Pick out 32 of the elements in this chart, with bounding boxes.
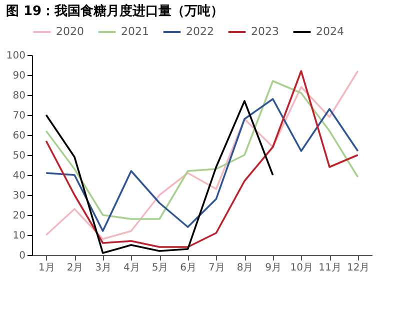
y-tick-label: 50: [12, 150, 26, 162]
x-tick-label: 1月: [38, 262, 55, 274]
legend-label: 2022: [186, 25, 214, 38]
y-tick-label: 0: [19, 250, 26, 262]
y-tick-label: 10: [12, 230, 26, 242]
x-tick-label: 4月: [123, 262, 140, 274]
legend-label: 2021: [121, 25, 149, 38]
line-series: [45, 98, 359, 232]
line-series: [45, 100, 274, 254]
y-tick-label: 40: [12, 170, 26, 182]
legend-label: 2024: [316, 25, 344, 38]
y-tick-label: 30: [12, 190, 26, 202]
legend-label: 2020: [56, 25, 84, 38]
x-tick-label: 8月: [236, 262, 254, 274]
legend-label: 2023: [251, 25, 279, 38]
x-tick-label: 6月: [180, 262, 197, 274]
y-tick-label: 60: [12, 130, 26, 142]
y-tick-label: 100: [6, 50, 26, 62]
x-tick-label: 10月: [290, 262, 314, 274]
y-tick-label: 80: [12, 90, 26, 102]
line-series: [45, 80, 359, 220]
x-tick-label: 2月: [66, 262, 84, 274]
x-tick-label: 7月: [208, 262, 225, 274]
x-tick-label: 3月: [95, 262, 112, 274]
x-tick-label: 11月: [318, 262, 342, 274]
chart-title: 图 19：我国食糖月度进口量（万吨）: [6, 3, 224, 19]
x-tick-label: 12月: [346, 262, 370, 274]
y-tick-label: 90: [12, 70, 26, 82]
y-tick-label: 70: [12, 110, 26, 122]
y-tick-label: 20: [12, 210, 26, 222]
x-tick-label: 9月: [265, 262, 282, 274]
x-tick-label: 5月: [152, 262, 168, 274]
